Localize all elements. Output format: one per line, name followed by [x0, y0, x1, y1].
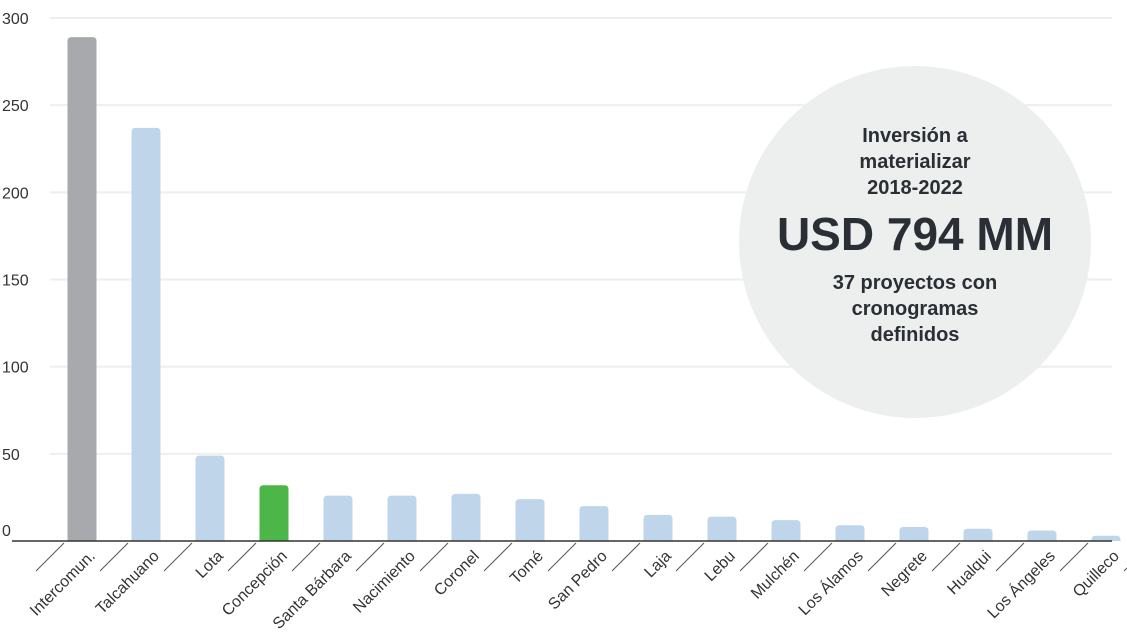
- x-tick-label: Quilleco: [1070, 548, 1123, 601]
- bar-los-ángeles: [1027, 530, 1057, 541]
- x-tick-mark: [419, 542, 449, 572]
- bar-lota: [195, 455, 225, 541]
- y-tick-label-0: 0: [2, 523, 11, 540]
- bars: [67, 37, 1121, 541]
- bar-concepción: [259, 485, 289, 541]
- x-tick-label: Talcahuano: [93, 548, 163, 618]
- x-tick-mark: [99, 542, 129, 572]
- bar-negrete: [899, 527, 929, 541]
- x-tick-label: Coronel: [431, 548, 483, 600]
- y-tick-label-50: 50: [2, 447, 20, 464]
- x-tick-mark: [291, 542, 321, 572]
- x-tick-label: Los Álamos: [794, 546, 867, 619]
- x-tick-label: Nacimiento: [350, 548, 419, 617]
- x-tick-mark: [995, 542, 1025, 572]
- y-tick-label-250: 250: [2, 98, 29, 115]
- y-tick-label-100: 100: [2, 360, 29, 377]
- x-tick-mark: [547, 542, 577, 572]
- y-tick-label-200: 200: [2, 185, 29, 202]
- x-tick-mark: [227, 542, 257, 572]
- grid-layer: [50, 17, 1112, 455]
- x-tick-mark: [35, 542, 65, 572]
- bar-quilleco: [1091, 535, 1121, 541]
- x-tick-labels: Intercomun.Talcahuano LotaConcepciónSanta…: [27, 542, 1127, 633]
- x-tick-label: Lebu: [702, 548, 739, 585]
- bar-nacimiento: [387, 495, 417, 541]
- x-tick-label: Los Ángeles: [983, 546, 1059, 622]
- callout-amount: USD 794 MM: [777, 208, 1053, 260]
- callout-line2: materializar: [859, 151, 970, 173]
- callout-sub2: cronogramas: [852, 298, 979, 320]
- callout-circle: [739, 66, 1091, 418]
- y-tick-labels: 0 50 100 150 200 250 300: [2, 11, 29, 540]
- bar-los-álamos: [835, 525, 865, 541]
- x-tick-mark: [675, 542, 705, 572]
- callout-line1: Inversión a: [862, 125, 968, 147]
- x-tick-label: Concepción: [219, 548, 291, 620]
- bar-tomé: [515, 499, 545, 541]
- x-tick-label: Mulchén: [748, 548, 803, 603]
- x-tick-mark: [1059, 542, 1089, 572]
- callout-sub1: 37 proyectos con: [833, 272, 998, 294]
- bar-laja: [643, 514, 673, 541]
- bar-hualqui: [963, 528, 993, 541]
- x-tick-mark: [739, 542, 769, 572]
- x-tick-label: Negrete: [879, 548, 931, 600]
- investment-callout: Inversión a materializar 2018-2022 USD 7…: [739, 66, 1091, 418]
- bar-lebu: [707, 516, 737, 541]
- bar-talcahuano: [131, 127, 161, 541]
- x-tick-mark: [611, 542, 641, 572]
- x-tick-mark: [483, 542, 513, 572]
- x-tick-mark: [867, 542, 897, 572]
- x-tick-label: Laja: [641, 548, 674, 581]
- x-tick-mark: [163, 542, 193, 572]
- x-tick-mark: [931, 542, 961, 572]
- bar-mulchén: [771, 520, 801, 541]
- callout-sub3: definidos: [871, 324, 960, 346]
- bar-intercomun-: [67, 37, 97, 541]
- x-tick-label: San Pedro: [545, 548, 611, 614]
- x-tick-mark: [355, 542, 385, 572]
- x-tick-label: Tomé: [507, 548, 547, 588]
- callout-line3: 2018-2022: [867, 177, 963, 199]
- bar-san-pedro: [579, 506, 609, 541]
- bar-santa-bárbara: [323, 495, 353, 541]
- y-tick-label-300: 300: [2, 11, 29, 28]
- x-tick-mark: [803, 542, 833, 572]
- x-tick-label: Lota: [193, 548, 227, 582]
- x-tick-label: Hualqui: [944, 548, 994, 598]
- y-tick-label-150: 150: [2, 273, 29, 290]
- x-tick-label: Intercomun.: [27, 548, 99, 620]
- bar-coronel: [451, 493, 481, 541]
